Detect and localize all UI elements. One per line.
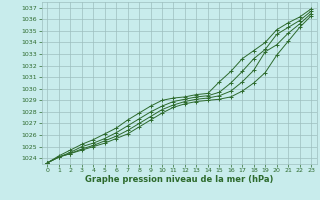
X-axis label: Graphe pression niveau de la mer (hPa): Graphe pression niveau de la mer (hPa) [85, 175, 273, 184]
